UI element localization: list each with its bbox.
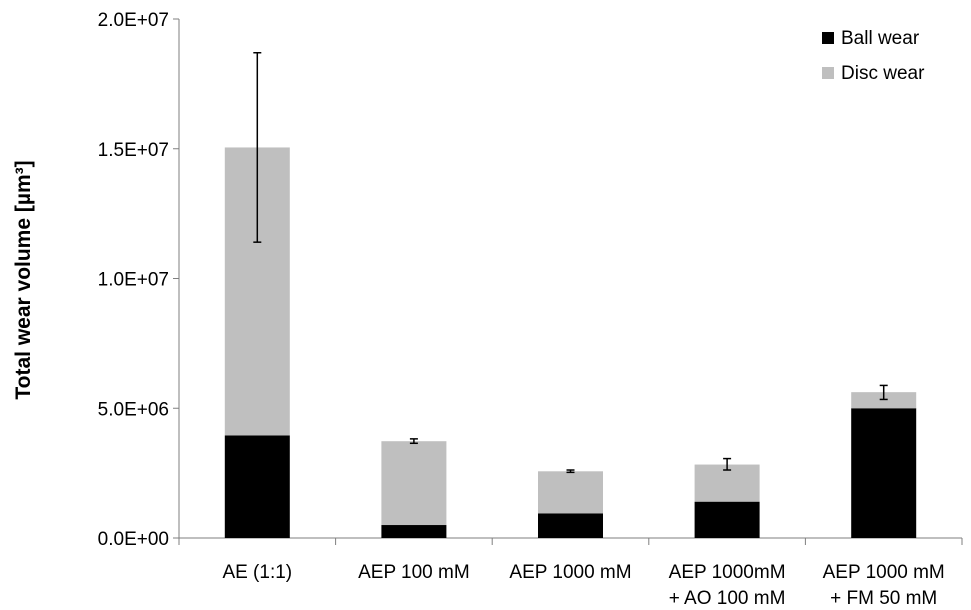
plot-area: 0.0E+00 5.0E+06 1.0E+07 1.5E+07 2.0E+07 AE (1… [98,10,963,609]
x-tick-label: AEP 1000 mM [823,562,945,583]
x-tick-label: + AO 100 mM [669,588,786,609]
x-tick-label: AEP 1000 mM [509,562,631,583]
bar-disc-wear [381,441,447,526]
bar-ball-wear [538,513,603,538]
y-axis-title: Total wear volume [µm³] [12,160,35,399]
legend-swatch [822,67,834,79]
y-tick-label: 0.0E+00 [98,529,169,550]
y-tick-label: 5.0E+06 [98,399,169,420]
y-tick-label: 1.5E+07 [98,140,169,161]
bar-disc-wear [538,471,603,514]
legend-label: Ball wear [841,28,920,49]
x-tick-label: AEP 1000mM [669,562,786,583]
legend-swatch [822,32,834,44]
legend-label: Disc wear [841,63,925,84]
y-tick-label: 2.0E+07 [98,10,169,31]
bar-ball-wear [381,525,447,538]
y-tick-label: 1.0E+07 [98,270,169,291]
bar-ball-wear [851,408,917,538]
bar-ball-wear [224,435,290,538]
x-tick-label: AEP 100 mM [358,562,470,583]
bar-ball-wear [694,501,760,538]
x-tick-label: AE (1:1) [222,562,292,583]
legend: Ball wear Disc wear [822,28,925,84]
bar-disc-wear [851,392,917,409]
x-tick-label: + FM 50 mM [830,588,937,609]
